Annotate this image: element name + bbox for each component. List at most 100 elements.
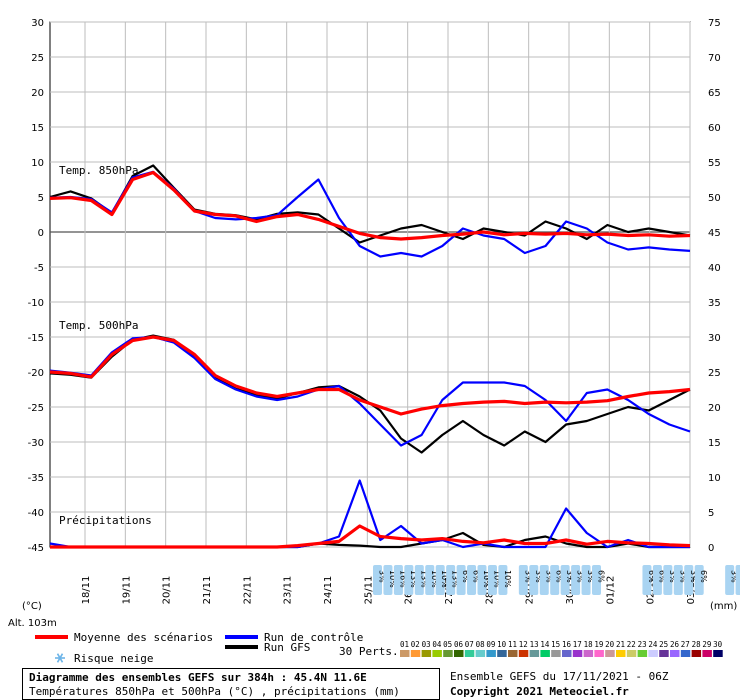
pert-id-label: 14	[540, 640, 550, 649]
date-tick-label: 01/12	[605, 576, 616, 605]
snow-marker: 3%	[684, 565, 698, 595]
snow-marker-bg	[725, 565, 735, 595]
pert-swatch	[605, 650, 615, 657]
pert-id-label: 22	[627, 640, 636, 649]
right-tick-label: 75	[708, 18, 721, 29]
right-tick-label: 55	[708, 158, 721, 169]
pert-id-label: 05	[443, 640, 452, 649]
pert-id-label: 20	[605, 640, 615, 649]
right-tick-label: 20	[708, 403, 721, 414]
pert-swatch	[562, 650, 572, 657]
left-tick-label: 20	[31, 88, 44, 99]
snow-marker: 6%	[592, 565, 606, 595]
pert-swatch	[432, 650, 442, 657]
snow-marker: 3%	[663, 565, 677, 595]
pert-swatch	[443, 650, 453, 657]
snow-marker-bg	[467, 565, 477, 595]
pert-swatch	[626, 650, 637, 657]
date-tick-label: 19/11	[121, 576, 132, 605]
pert-id-label: 13	[530, 640, 539, 649]
pert-swatch	[540, 650, 550, 657]
pert-id-label: 12	[519, 640, 528, 649]
left-tick-label: -15	[28, 333, 44, 344]
snow-marker: 10%	[383, 565, 397, 595]
altitude-label: Alt. 103m	[8, 618, 57, 629]
snow-percent-label: 10%	[492, 570, 501, 588]
snow-marker-bg	[581, 565, 591, 595]
pert-swatch	[702, 650, 712, 657]
snow-marker: 3%	[529, 565, 543, 595]
legend-perts: 30 Perts.	[339, 645, 399, 658]
pert-swatch	[680, 650, 691, 657]
run-info: Ensemble GEFS du 17/11/2021 - 06Z	[450, 670, 669, 683]
pert-id-label: 03	[422, 640, 431, 649]
snow-marker: 10%	[477, 565, 491, 595]
gfs-t850-line	[49, 164, 691, 244]
chart-subtitle: Températures 850hPa et 500hPa (°C) , pré…	[29, 685, 400, 698]
snow-marker-bg	[487, 565, 497, 595]
snow-percent-label: 6%	[461, 570, 470, 583]
snow-marker-bg	[529, 565, 539, 595]
date-tick-label: 20/11	[162, 576, 173, 605]
left-tick-label: -10	[28, 298, 44, 309]
snow-marker-bg	[592, 565, 601, 595]
snow-percent-label: 3%	[678, 570, 687, 583]
pert-swatch	[637, 650, 648, 657]
date-tick-label: 24/11	[323, 576, 334, 605]
right-tick-label: 60	[708, 123, 721, 134]
date-tick-label: 30/11	[565, 576, 576, 605]
pert-swatch	[691, 650, 702, 657]
left-tick-label: 30	[31, 18, 44, 29]
snow-percent-label: 10%	[388, 570, 397, 588]
snow-marker-bg	[404, 565, 414, 595]
pert-id-label: 04	[432, 640, 442, 649]
date-tick-label: 23/11	[283, 576, 294, 605]
pert-id-label: 23	[638, 640, 647, 649]
pert-id-label: 08	[476, 640, 486, 649]
pert-swatch	[670, 650, 680, 657]
right-tick-label: 65	[708, 88, 721, 99]
pert-swatch	[616, 650, 626, 657]
pert-swatch	[572, 650, 583, 657]
snow-marker: 16%	[393, 565, 407, 595]
date-tick-label: 22/11	[242, 576, 253, 605]
snow-percent-label: 6%	[657, 570, 666, 583]
pert-swatch	[497, 650, 507, 657]
legend-snow: Risque neige	[74, 652, 153, 665]
snow-percent-label: 3%	[534, 570, 543, 583]
date-tick-label: 25/11	[363, 576, 374, 605]
snow-marker: 3%	[539, 565, 553, 595]
snow-marker: 3%	[725, 565, 739, 595]
pert-id-label: 06	[454, 640, 464, 649]
mean-t850-line	[49, 170, 691, 241]
label-t500: Temp. 500hPa	[59, 319, 138, 332]
right-tick-label: 40	[708, 263, 721, 274]
left-unit: (°C)	[22, 601, 42, 612]
snow-marker-bg	[498, 565, 508, 595]
snow-marker: 10%	[498, 565, 512, 595]
right-tick-label: 35	[708, 298, 721, 309]
mean-precip-line	[50, 524, 691, 549]
snow-marker-bg	[539, 565, 549, 595]
snow-percent-label: 3%	[668, 570, 677, 583]
snow-marker: 3%	[735, 565, 740, 595]
snow-marker-bg	[673, 565, 683, 595]
snow-marker-bg	[663, 565, 673, 595]
snow-percent-label: 3%	[586, 570, 595, 583]
snow-percent-label: 3%	[544, 570, 553, 583]
snow-marker-bg	[373, 565, 382, 595]
snow-marker-bg	[435, 565, 445, 595]
left-tick-label: 0	[38, 228, 44, 239]
snow-marker-bg	[477, 565, 487, 595]
snow-marker: 13%	[404, 565, 418, 595]
snow-marker-bg	[393, 565, 403, 595]
snow-marker-bg	[684, 565, 694, 595]
snow-percent-label: 6%	[699, 570, 708, 583]
pert-id-label: 30	[713, 640, 723, 649]
pert-swatch	[454, 650, 464, 657]
grid	[50, 21, 691, 548]
snow-percent-label: 3%	[565, 570, 574, 583]
pert-id-label: 07	[465, 640, 474, 649]
snow-percent-label: 13%	[419, 570, 428, 588]
